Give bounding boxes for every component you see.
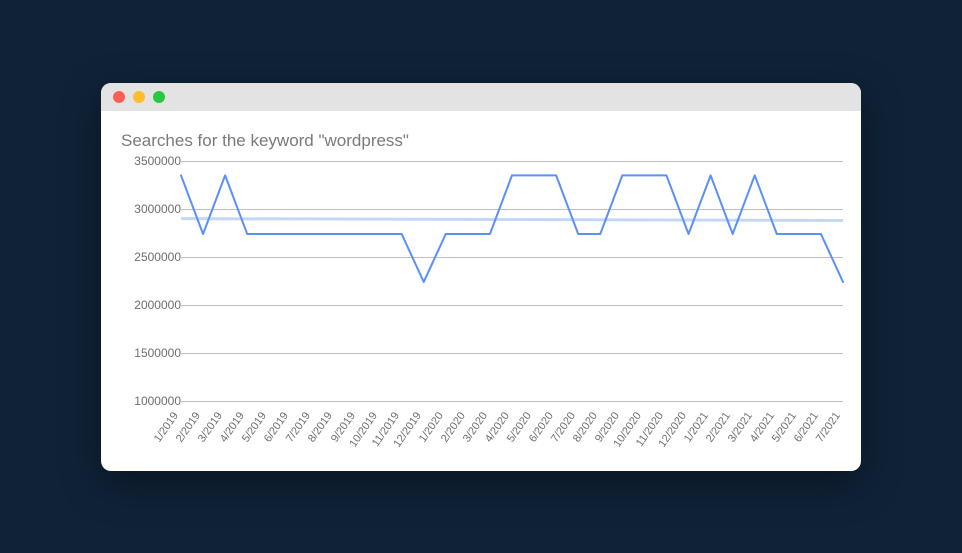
page-background: Searches for the keyword "wordpress" 100…	[0, 0, 962, 553]
x-axis-labels: 1/20192/20193/20194/20195/20196/20197/20…	[181, 401, 843, 463]
y-tick-label: 2500000	[134, 250, 181, 264]
y-tick-label: 3000000	[134, 202, 181, 216]
plot-area	[181, 161, 843, 401]
minimize-icon[interactable]	[133, 91, 145, 103]
y-tick-label: 3500000	[134, 154, 181, 168]
y-tick-label: 1500000	[134, 346, 181, 360]
close-icon[interactable]	[113, 91, 125, 103]
chart-title: Searches for the keyword "wordpress"	[121, 131, 843, 151]
window-content: Searches for the keyword "wordpress" 100…	[101, 111, 861, 471]
chart-area: 1000000150000020000002500000300000035000…	[119, 161, 843, 401]
y-axis-labels: 1000000150000020000002500000300000035000…	[119, 161, 181, 401]
y-tick-label: 1000000	[134, 394, 181, 408]
y-tick-label: 2000000	[134, 298, 181, 312]
data-line	[181, 175, 843, 282]
zoom-icon[interactable]	[153, 91, 165, 103]
window-titlebar	[101, 83, 861, 111]
browser-window: Searches for the keyword "wordpress" 100…	[101, 83, 861, 471]
chart-svg	[181, 161, 843, 401]
trend-line	[181, 218, 843, 220]
